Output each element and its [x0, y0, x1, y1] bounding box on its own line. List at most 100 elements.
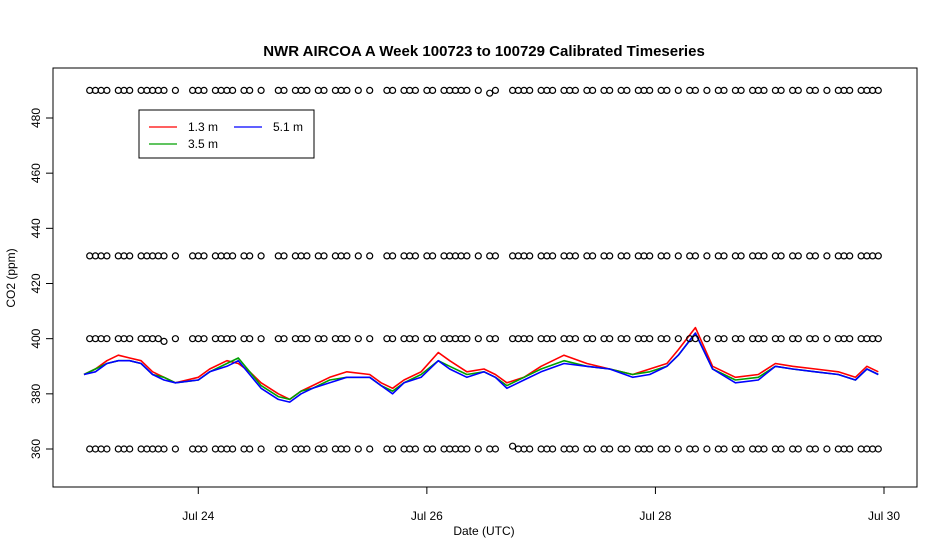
y-axis-label: CO2 (ppm) [4, 248, 18, 307]
data-point [537, 86, 545, 95]
data-point [526, 335, 534, 343]
data-point [548, 252, 557, 260]
data-point [217, 445, 225, 453]
data-point [606, 445, 614, 453]
data-point [200, 252, 208, 260]
data-point [600, 445, 608, 453]
data-point [588, 445, 597, 453]
data-point [703, 335, 711, 343]
data-point [491, 252, 499, 260]
data-point [474, 335, 482, 343]
data-point [160, 445, 168, 453]
data-point [760, 252, 768, 260]
data-point [806, 335, 814, 343]
data-point [514, 335, 522, 343]
data-point [223, 86, 231, 95]
x-tick-label: Jul 26 [411, 509, 443, 523]
x-tick-label: Jul 28 [639, 509, 671, 523]
data-point [200, 335, 208, 343]
data-point [794, 252, 802, 260]
data-point [811, 445, 820, 453]
data-point [646, 445, 654, 453]
data-point [86, 335, 94, 343]
data-point [606, 252, 614, 260]
data-point [657, 335, 665, 343]
data-point [794, 445, 802, 453]
data-point [400, 335, 408, 343]
data-point [703, 86, 711, 95]
data-point [320, 445, 328, 453]
x-axis: Jul 24 Jul 26 Jul 28 Jul 30 [182, 486, 900, 523]
data-point [674, 335, 682, 343]
data-point [314, 252, 322, 260]
data-point [229, 445, 237, 453]
data-point [657, 445, 665, 453]
data-point [137, 335, 145, 343]
data-point [600, 335, 608, 343]
data-point [274, 252, 282, 260]
data-point [548, 86, 557, 95]
data-point [143, 86, 151, 95]
data-point [691, 252, 700, 260]
data-point [229, 335, 237, 343]
data-point [623, 445, 631, 453]
chart-title: NWR AIRCOA A Week 100723 to 100729 Calib… [263, 43, 705, 60]
data-point [440, 86, 448, 95]
data-point [171, 445, 179, 453]
data-point [320, 335, 328, 343]
data-point [811, 335, 820, 343]
x-tick-label: Jul 24 [182, 509, 214, 523]
y-tick-label: 460 [29, 163, 43, 183]
data-point [143, 252, 151, 260]
data-point [486, 89, 494, 97]
data-point [600, 86, 608, 95]
data-point [211, 335, 219, 343]
data-point [463, 252, 471, 260]
data-point [514, 252, 522, 260]
data-point [354, 86, 362, 95]
data-point [874, 335, 882, 343]
data-point [846, 445, 854, 453]
data-point [280, 252, 288, 260]
data-point [691, 86, 700, 95]
legend-label: 1.3 m [188, 120, 218, 134]
data-point [526, 86, 534, 95]
data-point [874, 252, 882, 260]
data-point [137, 252, 145, 260]
data-point [754, 335, 762, 343]
data-point [857, 86, 865, 95]
data-point [714, 445, 722, 453]
data-point [303, 252, 311, 260]
data-point [857, 445, 865, 453]
series-layer [83, 86, 882, 453]
data-point [389, 86, 397, 95]
y-tick-label: 480 [29, 108, 43, 128]
data-point [777, 445, 785, 453]
data-point [846, 86, 854, 95]
data-point [423, 445, 431, 453]
data-point [440, 252, 448, 260]
data-point [297, 86, 305, 95]
data-point [171, 86, 179, 95]
data-point [617, 252, 625, 260]
data-point [526, 445, 534, 453]
y-tick-label: 400 [29, 328, 43, 348]
data-point [794, 335, 802, 343]
data-point [160, 86, 168, 95]
data-point [520, 86, 528, 95]
data-point [571, 252, 580, 260]
data-point [714, 252, 722, 260]
data-point [748, 335, 757, 343]
data-point [389, 445, 397, 453]
data-point [297, 252, 305, 260]
y-axis: 360 380 400 420 440 460 480 [29, 108, 54, 459]
data-point [691, 335, 700, 343]
data-point [400, 252, 408, 260]
data-point [748, 86, 757, 95]
data-point [411, 86, 419, 95]
data-point [291, 252, 299, 260]
data-point [737, 86, 745, 95]
data-point [126, 86, 134, 95]
data-point [571, 335, 580, 343]
data-point [623, 86, 631, 95]
